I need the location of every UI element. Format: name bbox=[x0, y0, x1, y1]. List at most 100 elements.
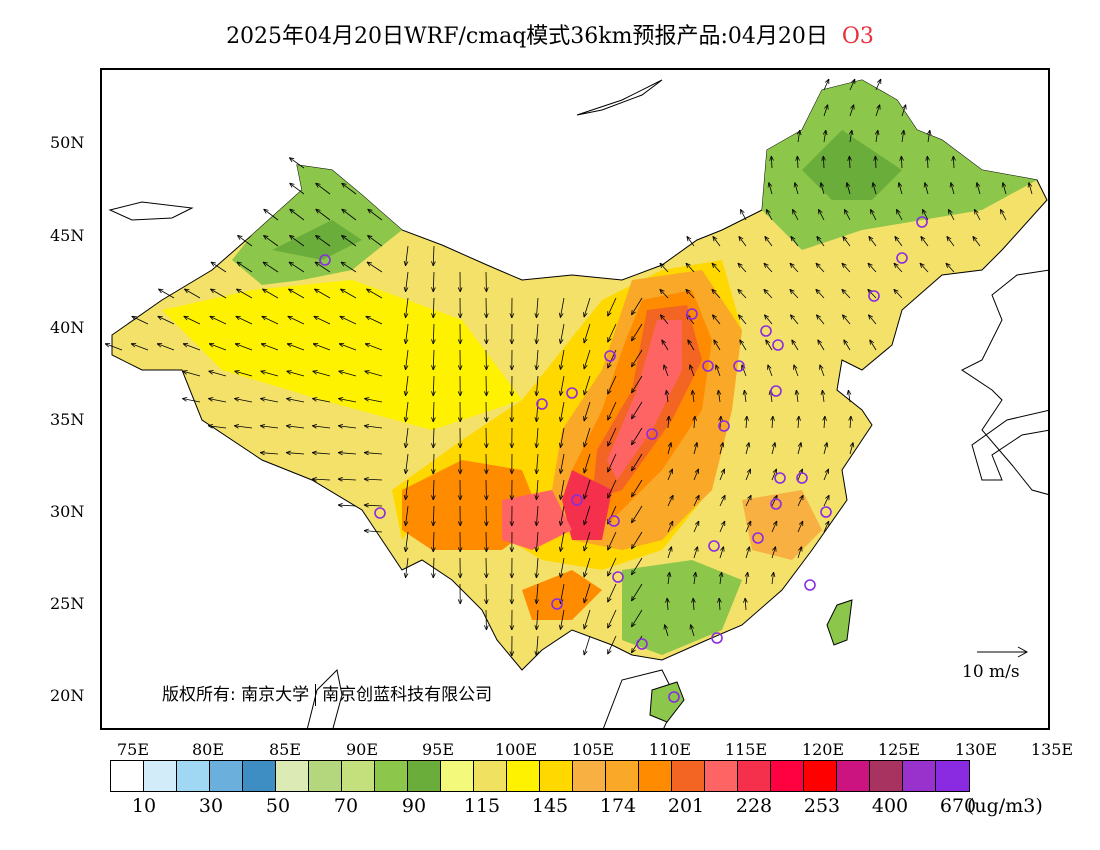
legend-label: 115 bbox=[463, 795, 501, 817]
wind-arrow bbox=[286, 397, 305, 403]
station-marker bbox=[571, 494, 583, 506]
wind-arrow bbox=[868, 314, 877, 325]
wind-arrow bbox=[744, 571, 750, 585]
legend-swatch bbox=[903, 761, 936, 791]
wind-arrow bbox=[263, 235, 279, 247]
wind-arrow bbox=[313, 315, 331, 325]
wind-arrow bbox=[558, 609, 565, 630]
legend-swatch bbox=[276, 761, 309, 791]
wind-arrow bbox=[789, 262, 799, 273]
wind-arrow bbox=[457, 271, 463, 293]
wind-arrow bbox=[745, 468, 752, 481]
wind-arrow bbox=[631, 401, 643, 420]
wind-arrow bbox=[770, 415, 775, 429]
legend-label: 400 bbox=[871, 795, 909, 817]
wind-arrow bbox=[659, 262, 669, 273]
wind-arrow bbox=[288, 157, 305, 169]
wind-arrow bbox=[974, 209, 981, 221]
wind-arrow bbox=[823, 520, 830, 533]
wind-arrow bbox=[797, 546, 803, 559]
wind-arrow bbox=[367, 235, 383, 247]
wind-arrow bbox=[363, 528, 383, 534]
wind-arrow bbox=[457, 297, 463, 319]
wind-arrow bbox=[689, 364, 695, 377]
wind-arrow bbox=[693, 520, 700, 533]
wind-arrow bbox=[484, 349, 489, 371]
wind-arrow bbox=[743, 597, 748, 611]
wind-arrow bbox=[766, 209, 773, 221]
station-marker bbox=[752, 532, 764, 544]
wind-arrow bbox=[667, 468, 674, 481]
wind-arrow bbox=[509, 349, 515, 371]
wind-arrow bbox=[793, 364, 799, 377]
wind-arrow bbox=[509, 479, 515, 501]
station-marker bbox=[820, 506, 832, 518]
wind-arrow bbox=[583, 453, 591, 474]
wind-arrow bbox=[337, 476, 357, 482]
wind-arrow bbox=[583, 297, 591, 318]
wind-arrow bbox=[431, 505, 436, 527]
legend-swatch bbox=[309, 761, 342, 791]
wind-arrow bbox=[693, 468, 700, 481]
station-marker bbox=[646, 428, 658, 440]
wind-arrow bbox=[583, 557, 591, 578]
wind-arrow bbox=[1001, 182, 1007, 195]
wind-arrow bbox=[631, 557, 643, 576]
wind-arrow bbox=[767, 364, 773, 377]
wind-arrow bbox=[431, 531, 436, 553]
wind-arrow bbox=[311, 476, 331, 482]
wind-arrow bbox=[607, 297, 617, 317]
wind-arrow bbox=[262, 288, 279, 299]
wind-arrow bbox=[874, 129, 880, 143]
wind-arrow bbox=[403, 401, 409, 423]
wind-arrow bbox=[457, 375, 463, 397]
station-marker bbox=[718, 420, 730, 432]
wind-arrow bbox=[363, 450, 383, 456]
legend-label: 145 bbox=[531, 795, 569, 817]
wind-arrow bbox=[715, 364, 721, 377]
wind-arrow bbox=[795, 155, 800, 169]
wind-arrow bbox=[583, 609, 591, 630]
wind-arrow bbox=[484, 297, 489, 319]
wind-arrow bbox=[431, 557, 436, 579]
wind-arrow bbox=[740, 209, 747, 221]
wind-arrow bbox=[534, 635, 540, 657]
lon-label-100e: 100E bbox=[494, 740, 538, 759]
wind-arrow bbox=[363, 476, 383, 482]
wind-arrow bbox=[534, 323, 540, 345]
japan-coast bbox=[971, 409, 1048, 481]
wind-arrow bbox=[631, 375, 643, 394]
station-marker bbox=[686, 308, 698, 320]
wind-arrow bbox=[260, 343, 279, 351]
station-marker bbox=[374, 507, 386, 519]
wind-arrow bbox=[764, 314, 773, 325]
wind-arrow bbox=[847, 155, 852, 169]
wind-arrow bbox=[841, 288, 851, 299]
wind-arrow bbox=[631, 583, 643, 602]
wind-arrow bbox=[366, 288, 383, 299]
wind-arrow bbox=[558, 297, 565, 318]
station-marker bbox=[708, 540, 720, 552]
wind-arrow bbox=[337, 502, 357, 508]
lake-baikal-outline bbox=[576, 79, 663, 116]
legend-swatch bbox=[804, 761, 837, 791]
wind-arrow bbox=[744, 415, 749, 429]
wind-arrow bbox=[583, 401, 591, 422]
station-marker bbox=[760, 325, 772, 337]
wind-arrow bbox=[403, 245, 409, 267]
wind-arrow bbox=[893, 262, 903, 273]
wind-arrow bbox=[819, 182, 825, 195]
wind-arrow bbox=[769, 155, 774, 169]
wind-arrow bbox=[667, 494, 674, 507]
wind-arrow bbox=[899, 155, 904, 169]
station-markers bbox=[319, 216, 928, 703]
legend-swatch bbox=[441, 761, 474, 791]
wind-arrow bbox=[692, 571, 698, 585]
wind-arrow bbox=[796, 415, 801, 429]
wind-arrow bbox=[631, 349, 643, 368]
lon-label-110e: 110E bbox=[648, 740, 692, 759]
wind-arrow bbox=[312, 343, 331, 351]
wind-arrow bbox=[692, 415, 697, 429]
wind-arrow bbox=[693, 442, 699, 455]
wind-arrow bbox=[183, 315, 201, 325]
